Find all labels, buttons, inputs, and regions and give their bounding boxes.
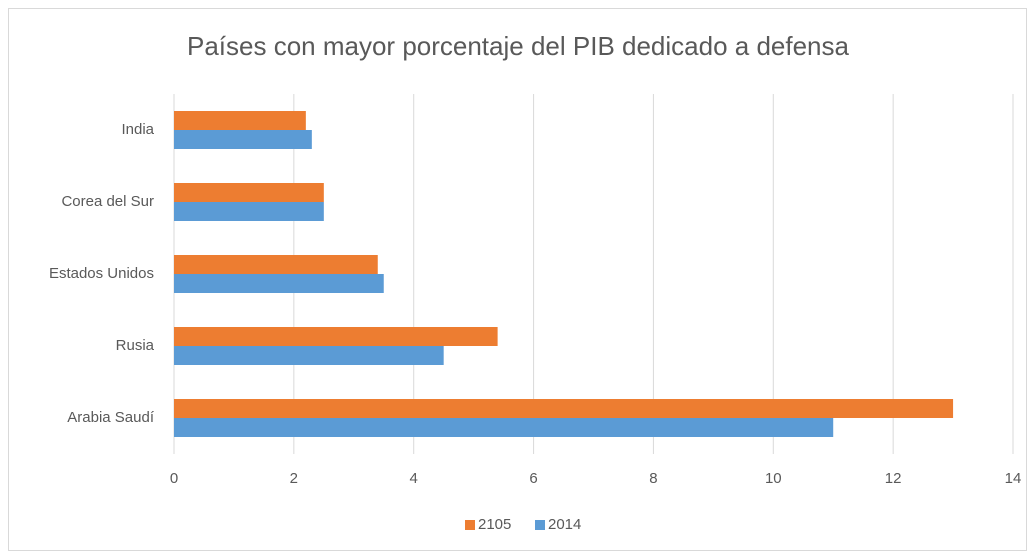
- bar: [174, 183, 324, 202]
- y-tick-label: India: [121, 121, 154, 138]
- chart-title: Países con mayor porcentaje del PIB dedi…: [187, 31, 850, 61]
- y-tick-label: Rusia: [116, 337, 155, 354]
- y-tick-label: Corea del Sur: [61, 193, 154, 210]
- x-tick-label: 10: [765, 470, 782, 487]
- legend-swatch: [465, 520, 475, 530]
- bar: [174, 399, 954, 418]
- bar: [174, 346, 444, 365]
- x-tick-label: 14: [1005, 470, 1022, 487]
- y-tick-label: Estados Unidos: [49, 265, 154, 282]
- bar: [174, 327, 498, 346]
- chart-border: [8, 8, 1027, 551]
- x-tick-label: 12: [885, 470, 902, 487]
- legend-swatch: [535, 520, 545, 530]
- y-tick-label: Arabia Saudí: [67, 409, 155, 426]
- bar: [174, 202, 324, 221]
- legend-label: 2014: [548, 516, 581, 533]
- x-tick-label: 4: [410, 470, 418, 487]
- bar: [174, 274, 384, 293]
- bar: [174, 418, 834, 437]
- x-tick-label: 0: [170, 470, 178, 487]
- bar: [174, 255, 378, 274]
- bar: [174, 111, 306, 130]
- x-tick-label: 8: [649, 470, 657, 487]
- legend-label: 2105: [478, 516, 511, 533]
- bar: [174, 130, 312, 149]
- x-tick-label: 6: [529, 470, 537, 487]
- x-tick-label: 2: [290, 470, 298, 487]
